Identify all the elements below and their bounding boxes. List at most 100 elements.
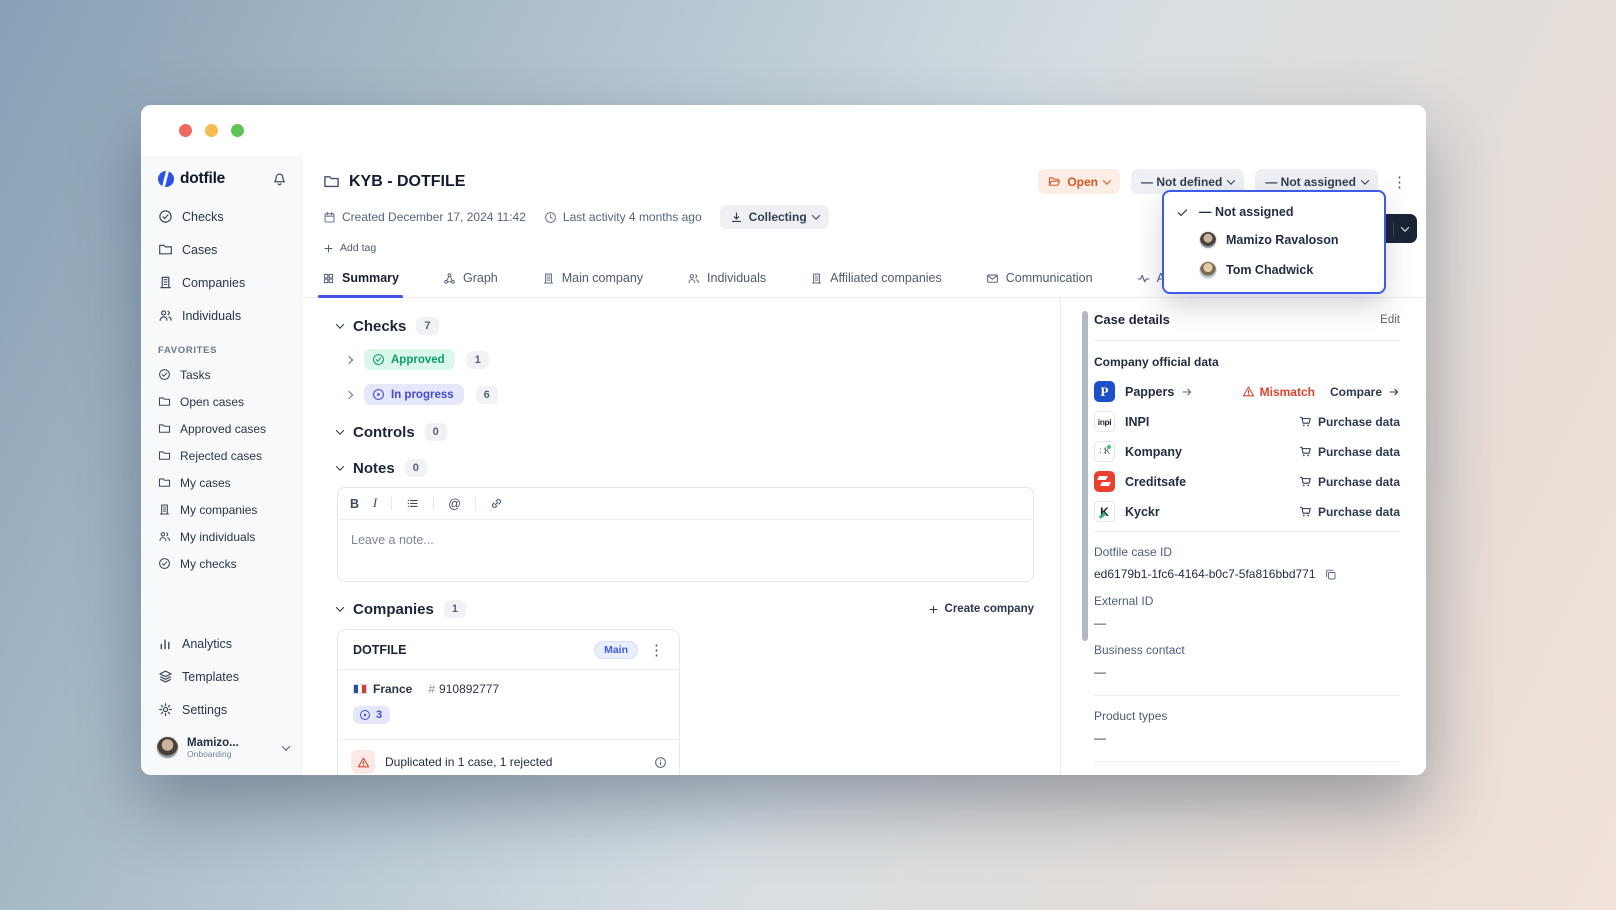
favorites-section-title: FAVORITES bbox=[158, 345, 218, 356]
provider-name: Kyckr bbox=[1125, 504, 1160, 519]
case-status-dropdown[interactable]: Open bbox=[1038, 169, 1120, 194]
tab-summary[interactable]: Summary bbox=[318, 267, 403, 298]
minimize-window-button[interactable] bbox=[205, 124, 218, 137]
in-progress-count-badge: 6 bbox=[475, 385, 498, 404]
dotfile-logo[interactable]: dotfile bbox=[158, 170, 225, 188]
create-company-button[interactable]: Create company bbox=[928, 603, 1034, 615]
maximize-window-button[interactable] bbox=[231, 124, 244, 137]
section-title: Checks bbox=[353, 317, 407, 335]
sidebar-item-templates[interactable]: Templates bbox=[141, 660, 303, 693]
sidebar-item-open-cases[interactable]: Open cases bbox=[141, 388, 303, 415]
field-product-types: Product types — bbox=[1094, 709, 1168, 745]
layers-icon bbox=[158, 669, 173, 684]
sidebar-item-label: Templates bbox=[182, 669, 239, 684]
purchase-data-button[interactable]: Purchase data bbox=[1299, 445, 1400, 459]
company-in-progress-badge[interactable]: 3 bbox=[353, 706, 391, 724]
collecting-dropdown[interactable]: Collecting bbox=[719, 205, 829, 229]
controls-section-header[interactable]: Controls 0 bbox=[335, 423, 1034, 441]
provider-name: Creditsafe bbox=[1125, 474, 1187, 489]
company-more-actions-icon[interactable]: ⋮ bbox=[649, 642, 664, 659]
chevron-down-icon bbox=[1400, 222, 1410, 232]
info-icon[interactable] bbox=[654, 756, 667, 769]
note-input[interactable]: Leave a note... bbox=[351, 533, 434, 547]
tab-graph[interactable]: Graph bbox=[441, 267, 500, 297]
sidebar-item-checks[interactable]: Checks bbox=[141, 200, 303, 233]
sidebar-item-companies[interactable]: Companies bbox=[141, 266, 303, 299]
mention-button[interactable]: @ bbox=[448, 496, 461, 511]
divider bbox=[1094, 761, 1400, 762]
chevron-right-icon[interactable] bbox=[344, 390, 354, 399]
sidebar-item-settings[interactable]: Settings bbox=[141, 693, 303, 726]
divider bbox=[1094, 695, 1400, 696]
provider-name[interactable]: Pappers bbox=[1125, 385, 1193, 399]
scrollbar-thumb[interactable] bbox=[1082, 311, 1088, 641]
chevron-down-icon bbox=[335, 603, 345, 612]
toolbar-divider bbox=[391, 497, 393, 510]
sidebar-item-my-individuals[interactable]: My individuals bbox=[141, 523, 303, 550]
plus-icon bbox=[323, 243, 334, 254]
compare-button[interactable]: Compare bbox=[1329, 384, 1382, 399]
sidebar-item-rejected-cases[interactable]: Rejected cases bbox=[141, 442, 303, 469]
folder-icon bbox=[158, 395, 171, 408]
sidebar-item-label: Settings bbox=[182, 702, 228, 717]
sidebar-item-label: Tasks bbox=[180, 367, 211, 382]
user-menu[interactable]: Mamizo... Onboarding bbox=[141, 726, 303, 771]
link-button[interactable] bbox=[490, 497, 503, 510]
section-title: Notes bbox=[353, 459, 395, 477]
assignee-dropdown-trigger[interactable]: — Not assigned bbox=[1255, 169, 1378, 194]
purchase-data-button[interactable]: Purchase data bbox=[1299, 475, 1400, 489]
chevron-down-icon bbox=[335, 462, 345, 471]
copy-icon[interactable] bbox=[1324, 568, 1337, 581]
company-card[interactable]: DOTFILE Main ⋮ bbox=[337, 629, 680, 775]
user-avatar bbox=[156, 736, 179, 759]
sidebar-item-individuals[interactable]: Individuals bbox=[141, 299, 303, 332]
more-actions-icon[interactable]: ⋮ bbox=[1392, 173, 1407, 191]
sidebar-item-approved-cases[interactable]: Approved cases bbox=[141, 415, 303, 442]
assignee-option-tom-chadwick[interactable]: Tom Chadwick bbox=[1164, 255, 1384, 285]
in-progress-status-badge[interactable]: In progress bbox=[364, 384, 464, 405]
close-window-button[interactable] bbox=[179, 124, 192, 137]
edit-case-details-button[interactable]: Edit bbox=[1380, 313, 1400, 326]
tab-individuals[interactable]: Individuals bbox=[685, 267, 768, 297]
chevron-down-icon bbox=[281, 741, 291, 751]
bar-chart-icon bbox=[158, 636, 173, 651]
sidebar-item-my-cases[interactable]: My cases bbox=[141, 469, 303, 496]
sidebar-item-cases[interactable]: Cases bbox=[141, 233, 303, 266]
sidebar-item-my-checks[interactable]: My checks bbox=[141, 550, 303, 577]
notes-section-header[interactable]: Notes 0 bbox=[335, 459, 1034, 477]
notifications-bell-icon[interactable] bbox=[272, 172, 287, 187]
sidebar-item-analytics[interactable]: Analytics bbox=[141, 627, 303, 660]
chevron-down-icon bbox=[335, 426, 345, 435]
sidebar-item-my-companies[interactable]: My companies bbox=[141, 496, 303, 523]
purchase-data-button[interactable]: Purchase data bbox=[1299, 415, 1400, 429]
provider-row-pappers: P Pappers Mismatch Compare bbox=[1094, 381, 1400, 402]
case-id-value: ed6179b1-1fc6-4164-b0c7-5fa816bbd771 bbox=[1094, 567, 1316, 581]
assignee-option-mamizo-ravaloson[interactable]: Mamizo Ravaloson bbox=[1164, 225, 1384, 255]
users-icon bbox=[158, 308, 173, 323]
risk-dropdown[interactable]: — Not defined bbox=[1130, 169, 1245, 194]
company-country: France bbox=[353, 682, 412, 696]
checks-section-header[interactable]: Checks 7 bbox=[335, 317, 1034, 335]
sidebar-item-tasks[interactable]: Tasks bbox=[141, 361, 303, 388]
window-titlebar bbox=[141, 105, 1426, 156]
folder-icon bbox=[158, 422, 171, 435]
purchase-data-button[interactable]: Purchase data bbox=[1299, 505, 1400, 519]
companies-section-header[interactable]: Companies 1 bbox=[335, 600, 466, 618]
sidebar-item-label: Companies bbox=[182, 275, 246, 290]
assignee-option-not-assigned[interactable]: — Not assigned bbox=[1164, 199, 1384, 225]
tab-communication[interactable]: Communication bbox=[984, 267, 1095, 297]
list-button[interactable] bbox=[406, 497, 419, 510]
field-dotfile-case-id: Dotfile case ID ed6179b1-1fc6-4164-b0c7-… bbox=[1094, 545, 1400, 581]
sidebar-item-label: Rejected cases bbox=[180, 448, 263, 463]
controls-section: Controls 0 bbox=[335, 423, 1034, 441]
tab-main-company[interactable]: Main company bbox=[540, 267, 645, 297]
italic-button[interactable]: I bbox=[373, 496, 378, 510]
risk-label: — Not defined bbox=[1140, 174, 1223, 189]
building-icon bbox=[158, 275, 173, 290]
bold-button[interactable]: B bbox=[350, 496, 360, 511]
chevron-down-icon bbox=[1360, 175, 1370, 185]
add-tag-button[interactable]: Add tag bbox=[323, 242, 1410, 254]
tab-affiliated-companies[interactable]: Affiliated companies bbox=[808, 267, 944, 297]
chevron-right-icon[interactable] bbox=[344, 355, 354, 364]
approved-status-badge[interactable]: Approved bbox=[364, 349, 455, 370]
